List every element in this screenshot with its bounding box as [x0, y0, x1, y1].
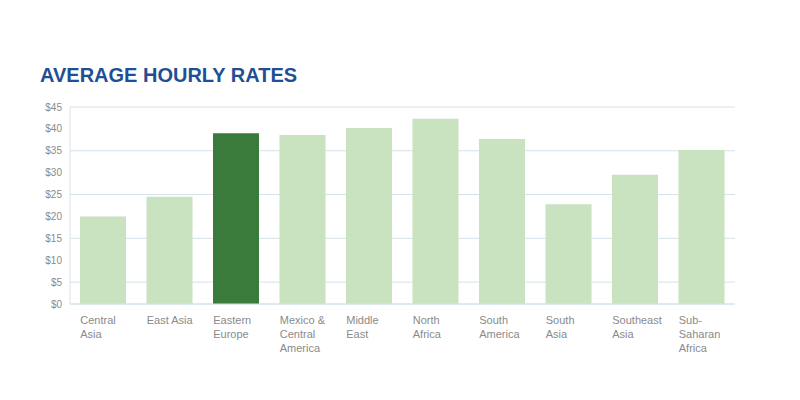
svg-text:$35: $35 [45, 145, 62, 156]
svg-text:America: America [280, 342, 321, 354]
svg-text:Central: Central [80, 314, 115, 326]
svg-text:Africa: Africa [679, 342, 708, 354]
svg-text:Asia: Asia [80, 328, 102, 340]
svg-text:$40: $40 [45, 123, 62, 134]
svg-text:Saharan: Saharan [679, 328, 721, 340]
svg-text:East Asia: East Asia [147, 314, 194, 326]
svg-text:Europe: Europe [213, 328, 248, 340]
svg-text:$25: $25 [45, 189, 62, 200]
svg-text:America: America [479, 328, 520, 340]
svg-text:$30: $30 [45, 167, 62, 178]
svg-text:Mexico &: Mexico & [280, 314, 326, 326]
svg-text:Sub-: Sub- [679, 314, 703, 326]
svg-text:$15: $15 [45, 233, 62, 244]
svg-text:$5: $5 [51, 277, 63, 288]
svg-text:$20: $20 [45, 211, 62, 222]
svg-text:Asia: Asia [612, 328, 634, 340]
svg-text:Central: Central [280, 328, 315, 340]
svg-text:$45: $45 [45, 102, 62, 113]
svg-text:Middle: Middle [346, 314, 378, 326]
svg-text:South: South [479, 314, 508, 326]
svg-text:$10: $10 [45, 255, 62, 266]
svg-text:South: South [546, 314, 575, 326]
svg-text:$0: $0 [51, 299, 63, 310]
svg-text:Southeast: Southeast [612, 314, 662, 326]
svg-text:East: East [346, 328, 368, 340]
html-text:AVERAGE HOURLY RATES: AVERAGE HOURLY RATES [40, 64, 298, 86]
svg-text:Africa: Africa [413, 328, 442, 340]
svg-text:Eastern: Eastern [213, 314, 251, 326]
svg-text:Asia: Asia [546, 328, 568, 340]
svg-text:North: North [413, 314, 440, 326]
